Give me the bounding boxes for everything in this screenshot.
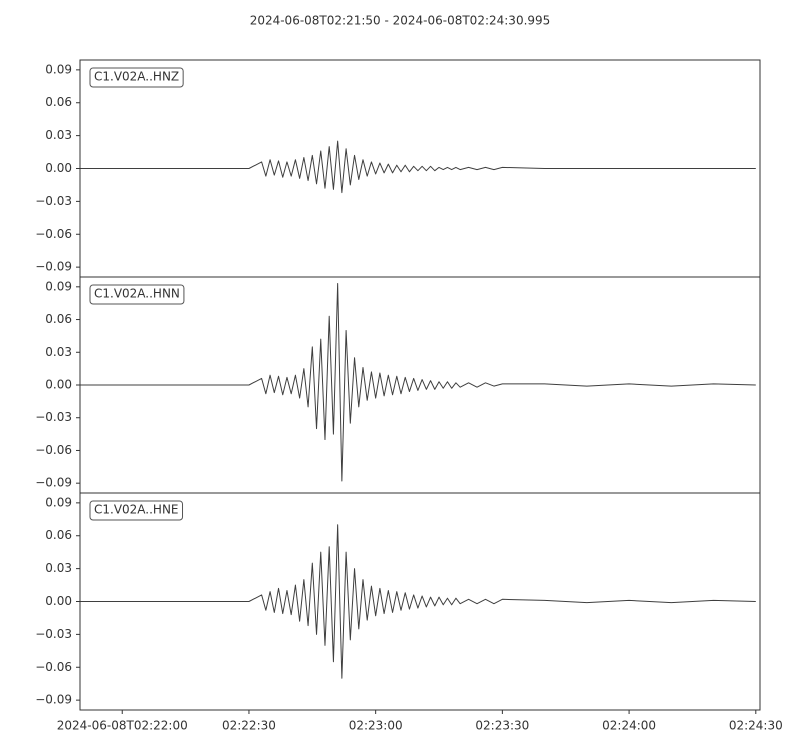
x-tick-label: 02:23:00 <box>349 719 403 733</box>
y-tick-label: 0.06 <box>45 528 72 542</box>
y-tick-label: −0.09 <box>35 476 72 490</box>
waveform <box>80 524 756 679</box>
trace-label: C1.V02A..HNE <box>89 500 184 521</box>
y-tick-label: 0.09 <box>45 279 72 293</box>
y-tick-label: 0.00 <box>45 378 72 392</box>
x-tick-label: 02:23:30 <box>475 719 529 733</box>
y-tick-label: −0.03 <box>35 627 72 641</box>
y-tick-label: 0.03 <box>45 128 72 142</box>
y-tick-label: −0.09 <box>35 260 72 274</box>
x-tick-label: 2024-06-08T02:22:00 <box>57 719 188 733</box>
y-tick-label: −0.03 <box>35 194 72 208</box>
y-tick-label: −0.06 <box>35 443 72 457</box>
waveform <box>80 283 756 482</box>
x-tick-label: 02:24:00 <box>602 719 656 733</box>
y-tick-label: 0.09 <box>45 62 72 76</box>
y-tick-label: 0.06 <box>45 312 72 326</box>
y-tick-label: −0.06 <box>35 227 72 241</box>
panel-frame <box>79 492 761 711</box>
trace-label: C1.V02A..HNZ <box>89 67 184 88</box>
trace-label-text: C1.V02A..HNN <box>94 287 180 301</box>
y-tick-label: 0.06 <box>45 95 72 109</box>
y-tick-label: 0.03 <box>45 345 72 359</box>
waveform <box>80 140 756 194</box>
trace-label-text: C1.V02A..HNZ <box>94 70 179 84</box>
trace-label-box <box>89 500 184 521</box>
x-tick-label: 02:22:30 <box>222 719 276 733</box>
y-tick-label: 0.09 <box>45 495 72 509</box>
trace-label-box <box>89 284 185 305</box>
trace-label: C1.V02A..HNN <box>89 284 185 305</box>
x-tick-label: 02:24:30 <box>729 719 783 733</box>
figure-title: 2024-06-08T02:21:50 - 2024-06-08T02:24:3… <box>250 14 551 28</box>
y-tick-label: −0.03 <box>35 410 72 424</box>
y-tick-label: 0.00 <box>45 161 72 175</box>
trace-label-box <box>89 67 184 88</box>
y-tick-label: 0.00 <box>45 594 72 608</box>
y-tick-label: −0.06 <box>35 660 72 674</box>
trace-label-text: C1.V02A..HNE <box>94 503 179 517</box>
y-tick-label: −0.09 <box>35 693 72 707</box>
y-tick-label: 0.03 <box>45 561 72 575</box>
